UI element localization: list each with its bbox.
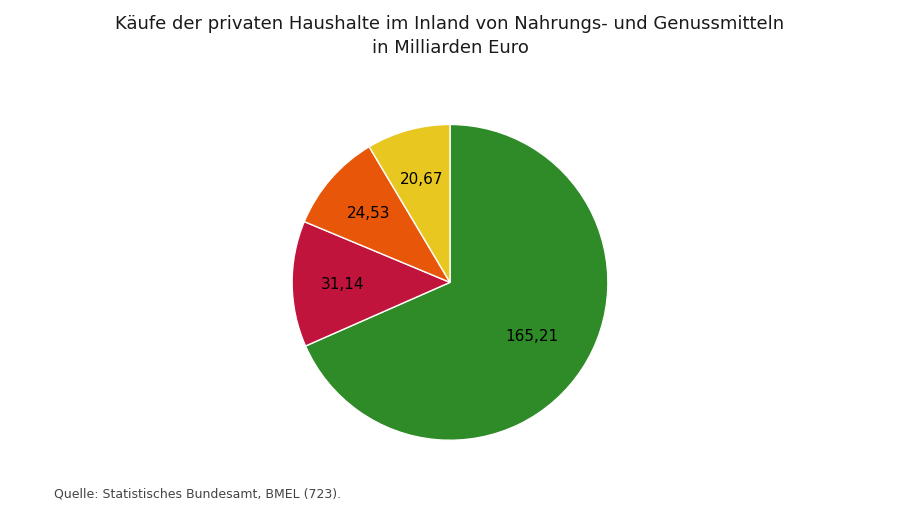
Wedge shape (369, 125, 450, 283)
Text: 31,14: 31,14 (321, 276, 365, 291)
Text: 20,67: 20,67 (400, 172, 443, 187)
Wedge shape (304, 147, 450, 283)
Text: 24,53: 24,53 (347, 205, 391, 220)
Text: Käufe der privaten Haushalte im Inland von Nahrungs- und Genussmitteln
in Millia: Käufe der privaten Haushalte im Inland v… (115, 15, 785, 57)
Wedge shape (292, 222, 450, 346)
Text: Quelle: Statistisches Bundesamt, BMEL (723).: Quelle: Statistisches Bundesamt, BMEL (7… (54, 487, 341, 500)
Wedge shape (305, 125, 608, 440)
Text: 165,21: 165,21 (506, 329, 559, 343)
